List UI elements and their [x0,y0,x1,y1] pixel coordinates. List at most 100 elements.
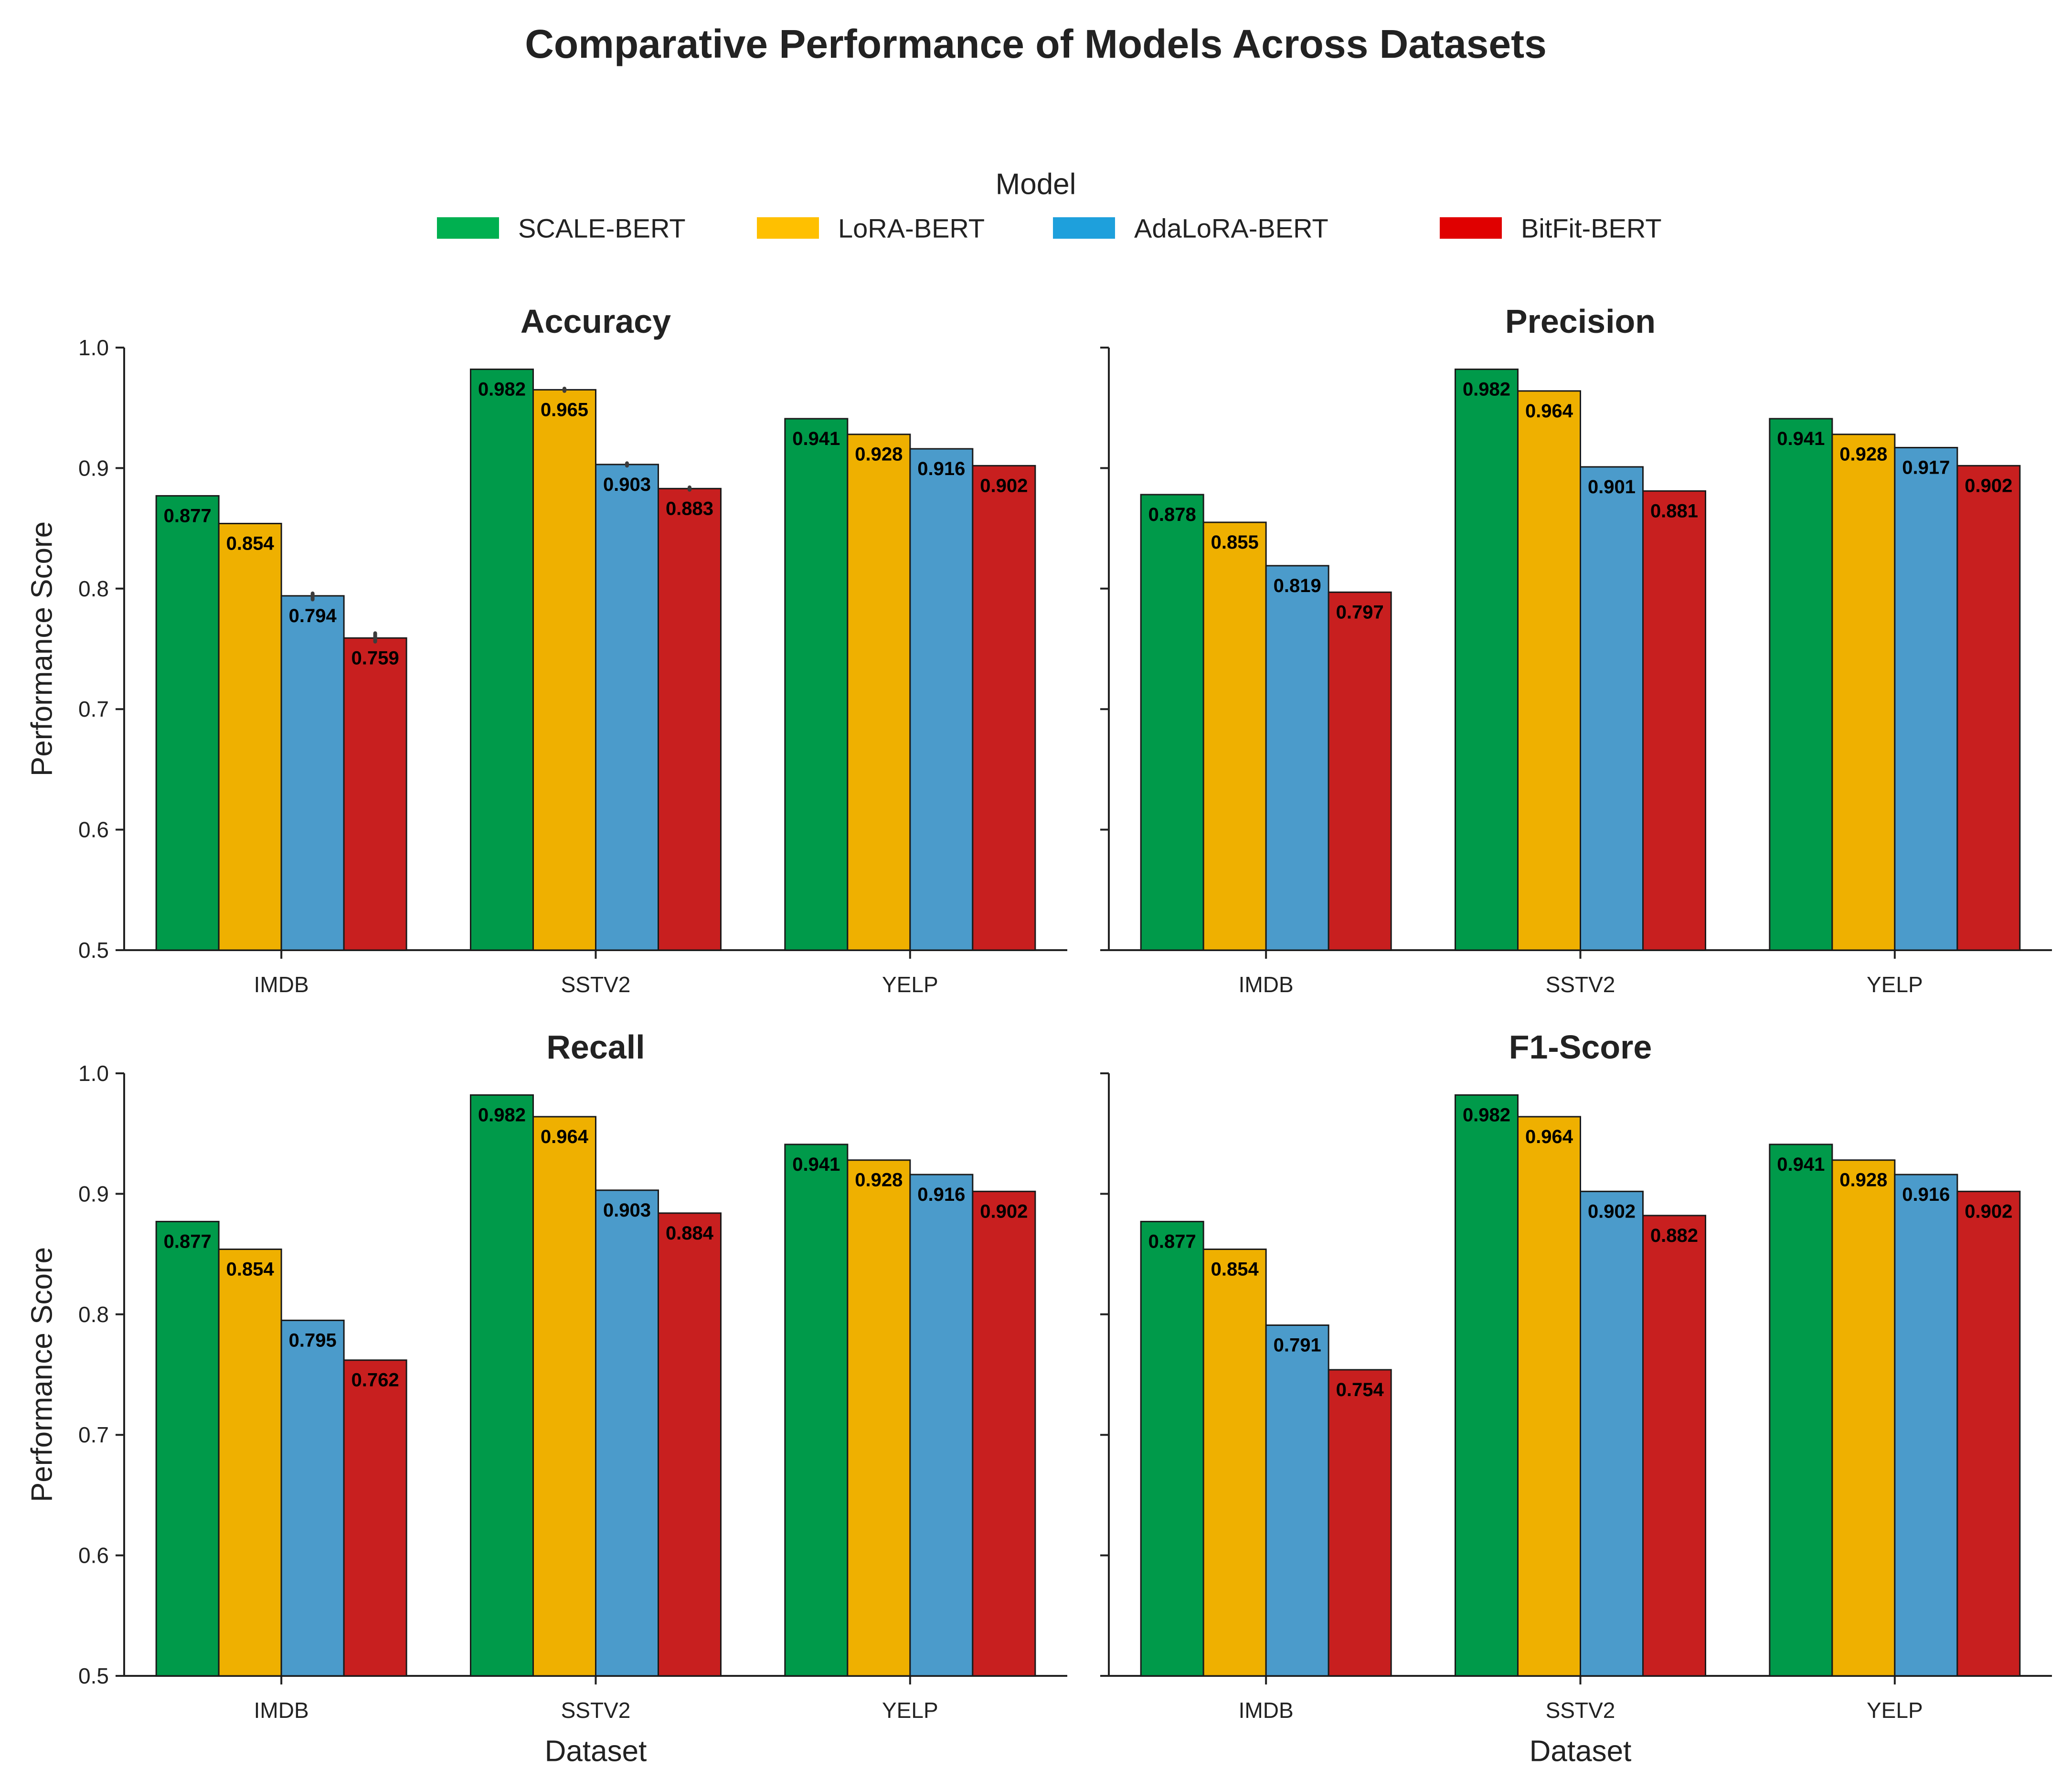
y-tick-label: 0.5 [78,1663,109,1688]
y-tick-label: 0.7 [78,1422,109,1447]
y-tick-label: 1.0 [78,1061,109,1086]
x-tick-label-sstv2: SSTV2 [1546,972,1615,997]
bar-adalora-bert-sstv2 [595,464,659,951]
y-tick-label: 1.0 [78,335,109,360]
bar-adalora-bert-yelp [909,1174,974,1677]
legend-label-scale-bert: SCALE-BERT [518,213,686,244]
data-label-adalora-bert-yelp: 0.916 [917,1184,965,1205]
bar-lora-bert-imdb [218,523,282,951]
data-label-scale-bert-sstv2: 0.982 [478,379,526,400]
data-label-lora-bert-yelp: 0.928 [855,1170,903,1191]
x-axis-label: Dataset [1530,1735,1632,1768]
bar-scale-bert-yelp [784,1144,849,1677]
legend-swatch-bitfit-bert [1440,217,1502,239]
legend-item-scale-bert: SCALE-BERT [437,213,686,244]
data-label-adalora-bert-imdb: 0.791 [1274,1335,1321,1356]
data-label-bitfit-bert-imdb: 0.797 [1336,602,1384,623]
data-label-scale-bert-yelp: 0.941 [792,428,840,449]
data-label-lora-bert-yelp: 0.928 [855,444,903,465]
bar-lora-bert-yelp [1831,434,1896,951]
data-label-adalora-bert-sstv2: 0.903 [603,474,651,495]
bar-bitfit-bert-yelp [972,465,1036,951]
legend-items: SCALE-BERT LoRA-BERT AdaLoRA-BERT BitFit-BE… [437,213,1662,244]
data-label-scale-bert-sstv2: 0.982 [1463,379,1510,400]
data-label-adalora-bert-imdb: 0.795 [289,1330,337,1351]
data-label-scale-bert-imdb: 0.877 [164,1231,212,1252]
bar-scale-bert-imdb [1140,1220,1204,1677]
bar-scale-bert-sstv2 [470,1094,534,1677]
bar-adalora-bert-yelp [1894,446,1958,951]
data-label-bitfit-bert-yelp: 0.902 [1965,1201,2012,1222]
x-tick-label-imdb: IMDB [1239,1698,1294,1723]
y-tick-label: 0.6 [78,1543,109,1568]
bar-adalora-bert-sstv2 [595,1189,659,1677]
bar-scale-bert-sstv2 [1455,1094,1519,1677]
bar-scale-bert-imdb [1140,494,1204,951]
x-tick-label-imdb: IMDB [1239,972,1294,997]
bar-adalora-bert-sstv2 [1580,1190,1644,1677]
panel-title-precision: Precision [1505,303,1656,340]
legend-label-bitfit-bert: BitFit-BERT [1521,213,1662,244]
data-label-bitfit-bert-sstv2: 0.884 [666,1223,714,1244]
y-tick-label: 0.6 [78,817,109,842]
bar-scale-bert-sstv2 [470,368,534,951]
bar-adalora-bert-sstv2 [1580,466,1644,951]
legend-swatch-scale-bert [437,217,499,239]
y-tick-label: 0.8 [78,1302,109,1327]
data-label-scale-bert-imdb: 0.877 [164,505,212,526]
x-tick-label-yelp: YELP [882,1698,938,1723]
bar-lora-bert-sstv2 [1517,390,1581,951]
bar-lora-bert-imdb [1202,1249,1267,1677]
legend-item-adalora-bert: AdaLoRA-BERT [1053,213,1328,244]
data-label-scale-bert-sstv2: 0.982 [1463,1104,1510,1125]
panel-title-accuracy: Accuracy [521,303,671,340]
bar-bitfit-bert-sstv2 [1642,490,1706,951]
bar-bitfit-bert-yelp [972,1190,1036,1677]
legend-title: Model [996,168,1076,201]
data-label-bitfit-bert-sstv2: 0.881 [1650,500,1698,521]
data-label-lora-bert-imdb: 0.855 [1211,532,1259,553]
panel-accuracy: Accuracy 0.5 0.6 0.7 0.8 0.9 1.0 Performance Sc… [26,303,1067,997]
bar-lora-bert-sstv2 [532,1116,596,1677]
bar-bitfit-bert-imdb [343,1359,407,1677]
bar-lora-bert-imdb [1202,521,1267,951]
data-label-scale-bert-imdb: 0.878 [1148,504,1196,525]
legend-item-bitfit-bert: BitFit-BERT [1440,213,1662,244]
data-label-adalora-bert-sstv2: 0.901 [1588,477,1636,498]
bar-bitfit-bert-sstv2 [658,1212,722,1677]
chart-panels: Accuracy 0.5 0.6 0.7 0.8 0.9 1.0 Performance Sc… [26,303,2052,1768]
x-tick-label-yelp: YELP [882,972,938,997]
bar-bitfit-bert-yelp [1956,465,2021,951]
y-tick-label: 0.9 [78,1181,109,1206]
legend-swatch-lora-bert [757,217,819,239]
y-tick-label: 0.8 [78,576,109,601]
x-axis-label: Dataset [545,1735,647,1768]
data-label-scale-bert-imdb: 0.877 [1148,1231,1196,1252]
panel-recall: Recall 0.5 0.6 0.7 0.8 0.9 1.0 Performance Scor… [26,1028,1067,1768]
data-label-lora-bert-sstv2: 0.964 [541,1126,589,1147]
data-label-lora-bert-sstv2: 0.965 [541,399,588,420]
bar-adalora-bert-imdb [280,1319,345,1677]
data-label-scale-bert-yelp: 0.941 [792,1154,840,1175]
data-label-bitfit-bert-sstv2: 0.882 [1650,1225,1698,1246]
legend-label-adalora-bert: AdaLoRA-BERT [1134,213,1328,244]
data-label-bitfit-bert-imdb: 0.762 [351,1370,399,1391]
bar-lora-bert-yelp [847,434,911,951]
bar-adalora-bert-imdb [280,595,345,951]
figure-title: Comparative Performance of Models Across… [525,21,1547,66]
data-label-bitfit-bert-imdb: 0.759 [351,647,399,668]
data-label-lora-bert-sstv2: 0.964 [1525,401,1573,422]
data-label-adalora-bert-imdb: 0.819 [1274,575,1321,596]
bar-bitfit-bert-imdb [343,637,407,951]
panel-title-f1-score: F1-Score [1509,1028,1652,1066]
data-label-bitfit-bert-yelp: 0.902 [980,475,1028,496]
data-label-bitfit-bert-yelp: 0.902 [980,1201,1028,1222]
data-label-adalora-bert-yelp: 0.916 [917,458,965,479]
bar-lora-bert-sstv2 [532,389,596,951]
bar-lora-bert-imdb [218,1249,282,1677]
bar-adalora-bert-imdb [1265,565,1329,951]
data-label-adalora-bert-sstv2: 0.902 [1588,1201,1636,1222]
panel-title-recall: Recall [546,1028,645,1066]
bar-scale-bert-yelp [784,418,849,951]
